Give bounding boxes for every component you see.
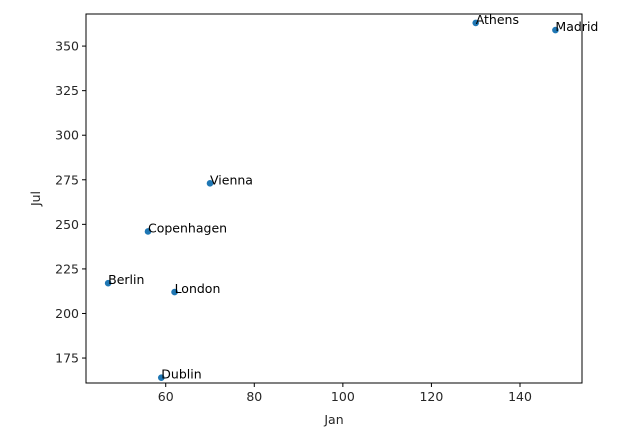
data-point: [171, 288, 178, 296]
y-tick-label: 175: [55, 351, 79, 366]
y-tick-label: 200: [55, 306, 79, 321]
x-axis-label: Jan: [323, 412, 343, 427]
plot-area: Athens Madrid Vienna Copenhagen Berlin London…: [85, 12, 598, 384]
axes-frame: [85, 13, 583, 384]
y-tick-label: 250: [55, 217, 79, 232]
x-tick-label: 60: [158, 389, 174, 404]
y-axis-label: Jul: [28, 191, 43, 207]
y-tick-label: 225: [55, 261, 79, 276]
point-label: Dublin: [161, 367, 201, 382]
data-point: [104, 279, 112, 287]
data-point: [144, 228, 152, 235]
point-labels-layer: Athens Madrid Vienna Copenhagen Berlin London…: [108, 12, 598, 382]
y-tick-label: 300: [55, 128, 79, 143]
x-axis: 60 80 100 120 140: [158, 383, 532, 404]
y-tick-label: 350: [55, 39, 79, 54]
x-tick-label: 100: [331, 389, 355, 404]
data-point: [157, 374, 165, 381]
point-label: Athens: [476, 12, 519, 27]
x-tick-label: 140: [508, 389, 532, 404]
x-tick-label: 120: [419, 389, 443, 404]
x-tick-label: 80: [246, 389, 262, 404]
point-label: Vienna: [210, 172, 253, 187]
data-point: [472, 19, 480, 27]
point-label: Madrid: [555, 19, 598, 34]
data-point: [206, 180, 214, 187]
point-label: Copenhagen: [148, 220, 227, 235]
point-label: London: [175, 281, 221, 296]
y-tick-label: 325: [55, 83, 79, 98]
y-tick-label: 275: [55, 172, 79, 187]
points-layer: [104, 19, 559, 381]
data-point: [552, 26, 559, 34]
point-label: Berlin: [108, 272, 144, 287]
y-axis: 175 200 225 250 275 300 325 350: [55, 39, 86, 366]
